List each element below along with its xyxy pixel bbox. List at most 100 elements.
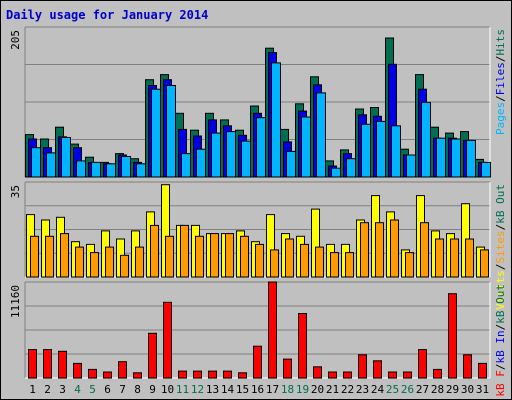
bar-sites-day-23 bbox=[360, 222, 369, 278]
bar-pages-day-4 bbox=[76, 160, 86, 178]
x-tick-label-26: 26 bbox=[401, 383, 414, 396]
x-tick-label-10: 10 bbox=[161, 383, 174, 396]
bar-sites-day-11 bbox=[180, 224, 189, 278]
max-label-middle: 35 bbox=[9, 185, 22, 198]
legend-entry: / bbox=[494, 56, 507, 63]
bar-kb-f-day-26 bbox=[403, 371, 412, 379]
bar-pages-day-12 bbox=[196, 148, 206, 178]
bar-pages-day-1 bbox=[31, 147, 41, 178]
bar-sites-day-9 bbox=[150, 224, 159, 278]
x-tick-label-18: 18 bbox=[281, 383, 294, 396]
bar-pages-day-27 bbox=[421, 101, 431, 178]
series-group-top bbox=[25, 37, 491, 178]
x-tick-label-16: 16 bbox=[251, 383, 264, 396]
bar-kb-f-day-23 bbox=[358, 354, 367, 379]
bar-kb-f-day-30 bbox=[463, 354, 472, 379]
bar-pages-day-13 bbox=[211, 132, 221, 178]
bar-sites-day-17 bbox=[270, 249, 279, 278]
bar-pages-day-28 bbox=[436, 137, 446, 178]
bar-pages-day-24 bbox=[376, 120, 386, 178]
legend-entry: Files bbox=[494, 62, 507, 95]
x-tick-label-15: 15 bbox=[236, 383, 249, 396]
bar-pages-day-31 bbox=[481, 161, 491, 178]
bar-sites-day-1 bbox=[30, 235, 39, 278]
bar-sites-day-15 bbox=[240, 235, 249, 278]
legend-entry: Visits bbox=[494, 270, 507, 310]
bar-sites-day-25 bbox=[390, 219, 399, 278]
bar-pages-day-3 bbox=[61, 137, 71, 178]
bar-pages-day-14 bbox=[226, 131, 236, 178]
bar-sites-day-19 bbox=[300, 243, 309, 278]
bar-sites-day-14 bbox=[225, 233, 234, 278]
bar-pages-day-18 bbox=[286, 150, 296, 178]
bar-kb-f-day-16 bbox=[253, 345, 262, 379]
legend-entry: kB In bbox=[494, 330, 507, 363]
bar-sites-day-22 bbox=[345, 252, 354, 278]
bar-kb-f-day-13 bbox=[208, 370, 217, 379]
bar-kb-f-day-1 bbox=[28, 349, 37, 379]
legend-bottom: kB F/kB In/kB Out bbox=[494, 284, 507, 397]
bar-sites-day-13 bbox=[210, 233, 219, 278]
legend-entry: / bbox=[494, 324, 507, 331]
x-tick-label-9: 9 bbox=[149, 383, 156, 396]
x-tick-label-24: 24 bbox=[371, 383, 385, 396]
x-tick-label-12: 12 bbox=[191, 383, 204, 396]
legend-entry: Sites bbox=[494, 230, 507, 263]
bar-kb-f-day-18 bbox=[283, 358, 292, 379]
bar-sites-day-10 bbox=[165, 235, 174, 278]
bar-pages-day-16 bbox=[256, 117, 266, 178]
bar-pages-day-19 bbox=[301, 116, 311, 178]
bar-sites-day-7 bbox=[120, 254, 129, 278]
bar-pages-day-25 bbox=[391, 125, 401, 178]
bar-sites-day-4 bbox=[75, 246, 84, 278]
series-group-middle bbox=[26, 184, 489, 278]
x-tick-label-22: 22 bbox=[341, 383, 354, 396]
x-tick-label-23: 23 bbox=[356, 383, 369, 396]
bar-kb-f-day-28 bbox=[433, 368, 442, 379]
x-tick-label-28: 28 bbox=[431, 383, 444, 396]
bar-sites-day-12 bbox=[195, 235, 204, 278]
bar-kb-f-day-20 bbox=[313, 366, 322, 379]
bar-pages-day-23 bbox=[361, 123, 371, 178]
bar-pages-day-10 bbox=[166, 85, 176, 178]
x-tick-label-1: 1 bbox=[29, 383, 36, 396]
bar-kb-f-day-12 bbox=[193, 370, 202, 379]
bar-kb-f-day-10 bbox=[163, 301, 172, 379]
x-tick-label-13: 13 bbox=[206, 383, 219, 396]
legend-top: Pages/Files/Hits bbox=[494, 29, 507, 135]
legend-entry: / bbox=[494, 224, 507, 231]
bar-sites-day-6 bbox=[105, 246, 114, 278]
x-tick-label-5: 5 bbox=[89, 383, 96, 396]
max-label-bottom: 11160 bbox=[9, 285, 22, 318]
bar-sites-day-24 bbox=[375, 222, 384, 278]
bar-pages-day-20 bbox=[316, 92, 326, 178]
bar-pages-day-21 bbox=[331, 167, 341, 178]
x-tick-label-25: 25 bbox=[386, 383, 399, 396]
bar-pages-day-2 bbox=[46, 152, 56, 178]
bar-kb-f-day-6 bbox=[103, 371, 112, 379]
bar-sites-day-28 bbox=[435, 238, 444, 278]
bar-kb-f-day-17 bbox=[268, 281, 277, 379]
x-tick-label-3: 3 bbox=[59, 383, 66, 396]
legend-entry: kB F bbox=[494, 370, 507, 397]
bar-pages-day-30 bbox=[466, 139, 476, 178]
x-axis-labels: 1 2 3 4 5 6 7 8 9 10 11 12 13 14 15 16 17 18 19 20 21 22 23 24 2… bbox=[29, 383, 489, 396]
x-tick-label-19: 19 bbox=[296, 383, 309, 396]
bar-pages-day-26 bbox=[406, 154, 416, 178]
bar-sites-day-16 bbox=[255, 243, 264, 278]
bar-kb-f-day-24 bbox=[373, 360, 382, 379]
bar-sites-day-31 bbox=[480, 249, 489, 278]
x-tick-label-4: 4 bbox=[74, 383, 81, 396]
bar-kb-f-day-25 bbox=[388, 371, 397, 379]
bar-kb-f-day-2 bbox=[43, 349, 52, 379]
x-tick-label-21: 21 bbox=[326, 383, 339, 396]
bar-pages-day-11 bbox=[181, 153, 191, 178]
bar-sites-day-27 bbox=[420, 222, 429, 278]
bar-kb-f-day-9 bbox=[148, 332, 157, 379]
x-tick-label-14: 14 bbox=[221, 383, 235, 396]
legend-middle: Visits/Sites/kB Out bbox=[494, 184, 507, 310]
series-group-bottom bbox=[28, 281, 487, 379]
x-tick-label-29: 29 bbox=[446, 383, 459, 396]
x-tick-label-11: 11 bbox=[176, 383, 189, 396]
